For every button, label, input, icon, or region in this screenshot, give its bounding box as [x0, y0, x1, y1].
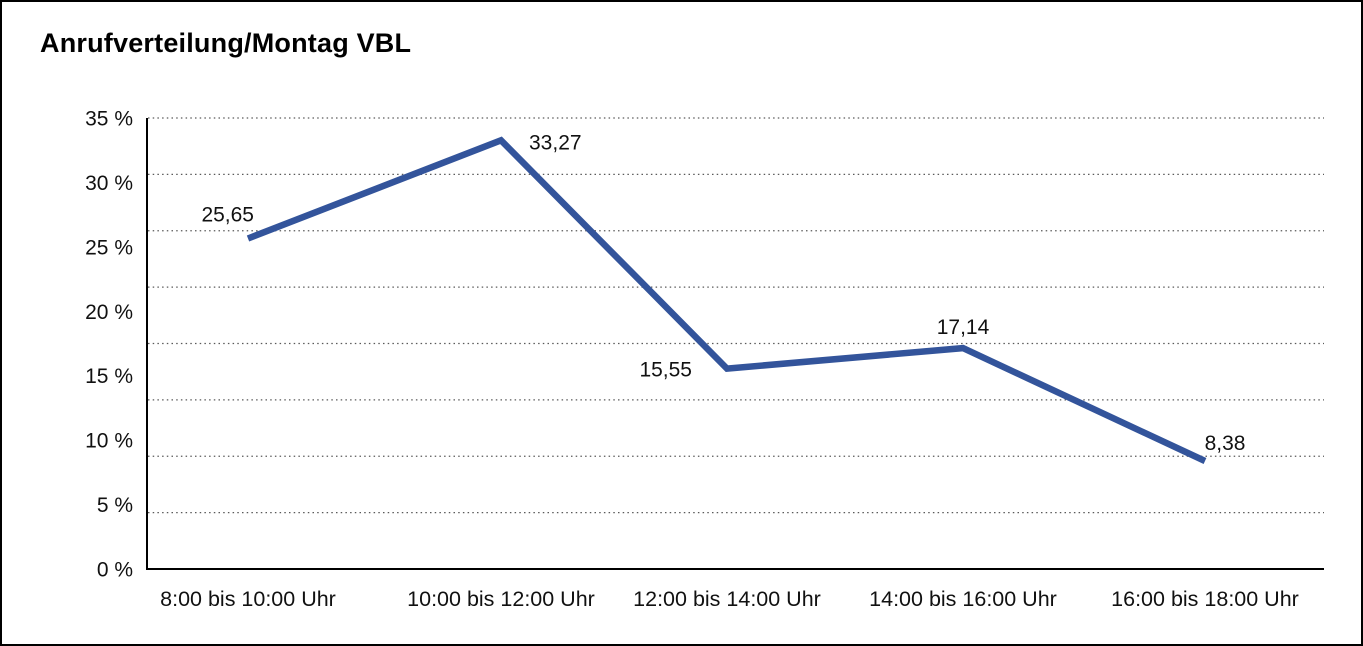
data-line [246, 136, 1207, 464]
y-tick-label: 0 % [97, 559, 133, 582]
data-point-label: 15,55 [639, 359, 692, 382]
y-tick-label: 25 % [85, 236, 133, 259]
data-point-label: 25,65 [201, 203, 254, 226]
y-tick-label: 10 % [85, 430, 133, 453]
data-point-label: 33,27 [529, 131, 582, 154]
x-category-label: 14:00 bis 16:00 Uhr [869, 587, 1057, 611]
y-tick-label: 5 % [97, 494, 133, 517]
y-tick-label: 15 % [85, 365, 133, 388]
y-tick-label: 30 % [85, 172, 133, 195]
data-point-label: 8,38 [1205, 432, 1246, 455]
x-category-label: 16:00 bis 18:00 Uhr [1111, 587, 1299, 611]
y-tick-label: 35 % [85, 108, 133, 131]
x-category-label: 12:00 bis 14:00 Uhr [633, 587, 821, 611]
data-point-label: 17,14 [937, 316, 990, 339]
x-category-label: 8:00 bis 10:00 Uhr [160, 587, 336, 611]
chart-title: Anrufverteilung/Montag VBL [40, 28, 412, 58]
y-tick-label: 20 % [85, 301, 133, 324]
x-category-label: 10:00 bis 12:00 Uhr [407, 587, 595, 611]
